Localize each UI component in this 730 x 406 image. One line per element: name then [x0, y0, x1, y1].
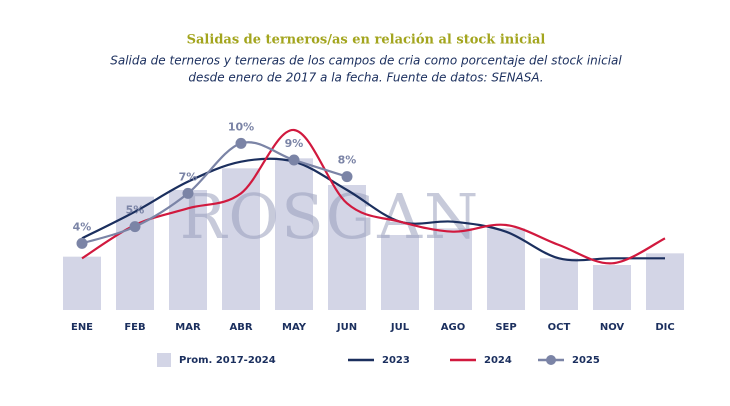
marker [341, 171, 353, 183]
legend-swatch [157, 353, 171, 367]
x-tick-label: MAR [175, 322, 201, 333]
bar [593, 265, 631, 310]
x-tick-label: JUL [390, 322, 410, 333]
legend-label: Prom. 2017-2024 [179, 355, 276, 366]
line [81, 128, 666, 265]
subtitle: desde enero de 2017 a la fecha. Fuente d… [188, 71, 543, 85]
data-label: 10% [228, 120, 254, 133]
bar [381, 235, 419, 310]
chart-title: Salidas de terneros/as en relación al st… [187, 33, 546, 48]
marker [182, 187, 194, 199]
watermark: ROSGAN [180, 180, 481, 253]
bar [275, 158, 313, 310]
x-tick-label: OCT [548, 322, 571, 333]
bar [487, 228, 525, 310]
x-tick-label: SEP [495, 322, 516, 333]
data-label: 7% [179, 170, 198, 183]
line [81, 157, 665, 262]
legend-label: 2023 [382, 355, 410, 366]
x-tick-label: NOV [600, 322, 625, 333]
data-label: 4% [73, 220, 92, 233]
subtitle: Salida de terneros y terneras de los cam… [110, 54, 622, 68]
legend-marker [546, 355, 556, 365]
x-tick-label: DIC [655, 322, 674, 333]
data-label: 5% [126, 204, 145, 217]
x-tick-label: ABR [229, 322, 252, 333]
data-label: 8% [338, 154, 357, 167]
x-tick-label: MAY [282, 322, 307, 333]
marker [235, 137, 247, 149]
bar [116, 196, 154, 310]
legend-label: 2024 [484, 355, 512, 366]
bar [434, 228, 472, 310]
x-tick-label: JUN [336, 322, 357, 333]
marker [76, 237, 88, 249]
x-tick-label: AGO [441, 322, 465, 333]
legend-label: 2025 [572, 355, 600, 366]
bar [63, 256, 101, 310]
marker [288, 154, 300, 166]
bar [646, 253, 684, 310]
marker [129, 221, 141, 233]
bar [328, 185, 366, 310]
bar [169, 190, 207, 310]
data-label: 9% [285, 137, 304, 150]
bar [540, 258, 578, 310]
x-tick-label: ENE [71, 322, 93, 333]
x-tick-label: FEB [124, 322, 145, 333]
